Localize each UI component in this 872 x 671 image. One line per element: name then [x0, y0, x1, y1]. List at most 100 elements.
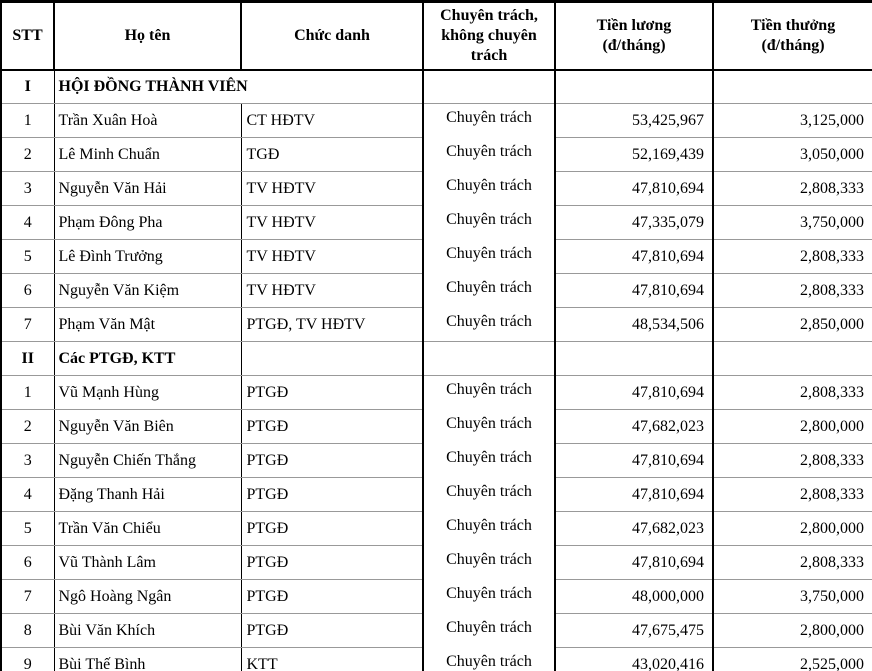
- table-row: 7 Phạm Văn Mật PTGĐ, TV HĐTV Chuyên trách 48…: [1, 307, 872, 342]
- row-salary: 47,810,694: [555, 375, 714, 410]
- row-stt: 6: [1, 545, 55, 580]
- row-salary: 47,682,023: [555, 511, 714, 546]
- header-tien-thuong: Tiền thưởng (đ/tháng): [712, 0, 872, 71]
- table-header: STT Họ tên Chức danh Chuyên trách, không…: [0, 0, 872, 71]
- row-salary: 52,169,439: [555, 137, 714, 172]
- row-salary: 48,534,506: [555, 307, 714, 342]
- row-stt: 8: [1, 613, 55, 648]
- table-row: 3 Nguyễn Văn Hải TV HĐTV Chuyên trách 47,810…: [1, 171, 872, 206]
- row-dedication: Chuyên trách: [423, 477, 556, 512]
- row-bonus: 2,800,000: [713, 409, 872, 444]
- row-stt: 3: [1, 171, 55, 206]
- row-stt: 2: [1, 137, 55, 172]
- section-row: I HỘI ĐỒNG THÀNH VIÊN: [1, 69, 872, 104]
- row-bonus: 2,808,333: [713, 171, 872, 206]
- table-row: 4 Đặng Thanh Hải PTGĐ Chuyên trách 47,810,69…: [1, 477, 872, 512]
- row-bonus: 2,850,000: [713, 307, 872, 342]
- row-name: Vũ Thành Lâm: [54, 545, 242, 580]
- row-title: PTGĐ: [241, 545, 424, 580]
- table-row: 9 Bùi Thế Bình KTT Chuyên trách 43,020,416 2,…: [1, 647, 872, 671]
- row-name: Vũ Mạnh Hùng: [54, 375, 242, 410]
- row-stt: 5: [1, 511, 55, 546]
- section-dedication-cell: [423, 341, 556, 376]
- section-salary-cell: [555, 69, 714, 104]
- row-name: Nguyễn Văn Biên: [54, 409, 242, 444]
- row-bonus: 2,808,333: [713, 239, 872, 274]
- section-label: Các PTGĐ, KTT: [54, 341, 242, 376]
- row-title: PTGĐ: [241, 443, 424, 478]
- row-dedication: Chuyên trách: [423, 443, 556, 478]
- row-bonus: 3,750,000: [713, 205, 872, 240]
- section-bonus-cell: [713, 69, 872, 104]
- row-salary: 47,335,079: [555, 205, 714, 240]
- table-row: 4 Phạm Đông Pha TV HĐTV Chuyên trách 47,335,…: [1, 205, 872, 240]
- row-salary: 47,682,023: [555, 409, 714, 444]
- row-bonus: 2,800,000: [713, 613, 872, 648]
- row-dedication: Chuyên trách: [423, 307, 556, 342]
- table-row: 6 Vũ Thành Lâm PTGĐ Chuyên trách 47,810,694 2…: [1, 545, 872, 580]
- row-title: PTGĐ: [241, 375, 424, 410]
- row-bonus: 2,808,333: [713, 443, 872, 478]
- section-salary-cell: [555, 341, 714, 376]
- table-row: 8 Bùi Văn Khích PTGĐ Chuyên trách 47,675,475…: [1, 613, 872, 648]
- row-title: TV HĐTV: [241, 273, 424, 308]
- row-bonus: 2,808,333: [713, 375, 872, 410]
- row-stt: 7: [1, 579, 55, 614]
- row-bonus: 3,750,000: [713, 579, 872, 614]
- row-salary: 53,425,967: [555, 103, 714, 138]
- row-dedication: Chuyên trách: [423, 171, 556, 206]
- row-bonus: 3,125,000: [713, 103, 872, 138]
- row-dedication: Chuyên trách: [423, 103, 556, 138]
- row-salary: 47,810,694: [555, 545, 714, 580]
- row-name: Đặng Thanh Hải: [54, 477, 242, 512]
- header-ho-ten: Họ tên: [53, 0, 242, 71]
- row-stt: 9: [1, 647, 55, 671]
- row-bonus: 2,808,333: [713, 477, 872, 512]
- row-bonus: 2,808,333: [713, 545, 872, 580]
- table-row: 7 Ngô Hoàng Ngân PTGĐ Chuyên trách 48,000,00…: [1, 579, 872, 614]
- table-row: 3 Nguyễn Chiến Thắng PTGĐ Chuyên trách 47,81…: [1, 443, 872, 478]
- section-number: II: [1, 341, 55, 376]
- row-dedication: Chuyên trách: [423, 647, 556, 671]
- table-row: 2 Lê Minh Chuẩn TGĐ Chuyên trách 52,169,439 3…: [1, 137, 872, 172]
- row-title: PTGĐ: [241, 613, 424, 648]
- row-stt: 5: [1, 239, 55, 274]
- header-stt: STT: [0, 0, 55, 71]
- row-dedication: Chuyên trách: [423, 545, 556, 580]
- row-salary: 43,020,416: [555, 647, 714, 671]
- row-dedication: Chuyên trách: [423, 375, 556, 410]
- row-name: Lê Đình Trưởng: [54, 239, 242, 274]
- row-title: PTGĐ: [241, 477, 424, 512]
- row-bonus: 3,050,000: [713, 137, 872, 172]
- row-bonus: 2,800,000: [713, 511, 872, 546]
- header-tien-thuong-unit: (đ/tháng): [761, 36, 825, 54]
- header-tien-luong-label: Tiền lương: [596, 17, 672, 35]
- section-dedication-cell: [423, 69, 556, 104]
- row-name: Nguyễn Văn Kiệm: [54, 273, 242, 308]
- table-row: 6 Nguyễn Văn Kiệm TV HĐTV Chuyên trách 47,81…: [1, 273, 872, 308]
- header-chuc-danh: Chức danh: [240, 0, 424, 71]
- row-dedication: Chuyên trách: [423, 205, 556, 240]
- row-title: CT HĐTV: [241, 103, 424, 138]
- section-number: I: [1, 69, 55, 104]
- row-title: TGĐ: [241, 137, 424, 172]
- section-row: II Các PTGĐ, KTT: [1, 341, 872, 376]
- row-salary: 47,675,475: [555, 613, 714, 648]
- row-salary: 48,000,000: [555, 579, 714, 614]
- header-tien-luong: Tiền lương (đ/tháng): [554, 0, 714, 71]
- header-tien-luong-unit: (đ/tháng): [602, 36, 666, 54]
- row-name: Trần Văn Chiểu: [54, 511, 242, 546]
- row-dedication: Chuyên trách: [423, 613, 556, 648]
- row-salary: 47,810,694: [555, 171, 714, 206]
- row-dedication: Chuyên trách: [423, 409, 556, 444]
- row-name: Bùi Thế Bình: [54, 647, 242, 671]
- row-dedication: Chuyên trách: [423, 273, 556, 308]
- row-dedication: Chuyên trách: [423, 239, 556, 274]
- row-stt: 6: [1, 273, 55, 308]
- row-stt: 7: [1, 307, 55, 342]
- row-title: PTGĐ: [241, 511, 424, 546]
- row-stt: 1: [1, 375, 55, 410]
- row-name: Phạm Đông Pha: [54, 205, 242, 240]
